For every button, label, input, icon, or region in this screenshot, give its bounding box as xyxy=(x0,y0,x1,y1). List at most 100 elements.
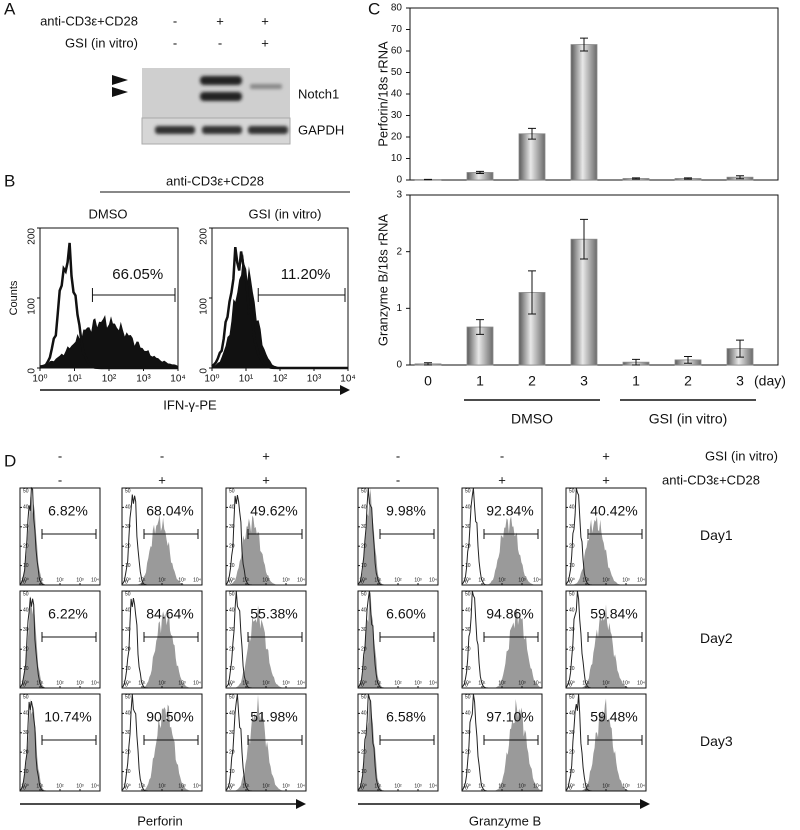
gate xyxy=(41,735,97,745)
y-tick-label: 30 xyxy=(465,524,471,530)
x-tick-label: 10⁴ xyxy=(637,577,645,583)
day-label: Day2 xyxy=(700,630,733,646)
y-tick-label: 30 xyxy=(569,524,575,530)
x-tick-label: 10¹ xyxy=(242,577,250,583)
x-tick-label: 10⁴ xyxy=(637,783,645,789)
error-bar xyxy=(424,362,432,366)
x-tick-label: 10¹ xyxy=(67,374,82,385)
y-tick-label: 60 xyxy=(391,46,403,57)
x-tick-label: 10² xyxy=(394,577,402,583)
x-tick-label: 10² xyxy=(394,783,402,789)
y-tick-label: 30 xyxy=(125,627,131,633)
percent: 84.64% xyxy=(146,606,193,622)
gate xyxy=(91,288,176,302)
gate xyxy=(379,735,435,745)
x-tick-label: 10³ xyxy=(178,680,186,686)
y-tick-label: 30 xyxy=(361,627,367,633)
day-label: Day3 xyxy=(700,733,733,749)
y-tick-label: 0 xyxy=(229,785,232,791)
sub-title: DMSO xyxy=(89,206,128,221)
y-tick-label: 1 xyxy=(396,303,402,314)
x-tick-label: 10³ xyxy=(414,680,422,686)
x-tick-label: 10⁰ xyxy=(359,577,367,583)
error-bar xyxy=(684,356,692,364)
x-tick-label: 10⁰ xyxy=(32,374,47,385)
y-tick-label: 0 xyxy=(23,579,26,585)
y-tick-label: 20 xyxy=(361,544,367,550)
y-tick-label: 0 xyxy=(465,579,468,585)
percent: 51.98% xyxy=(250,709,297,725)
y-tick-label: 0 xyxy=(125,682,128,688)
x-tick-label: 10⁴ xyxy=(297,577,305,583)
header: anti-CD3ε+CD28 xyxy=(166,173,264,188)
histogram xyxy=(122,704,202,791)
x-tick-label: 10¹ xyxy=(582,783,590,789)
x-tick-label: 10¹ xyxy=(138,783,146,789)
panel-label: A xyxy=(4,0,16,18)
y-tick-label: 20 xyxy=(125,647,131,653)
arrowhead xyxy=(296,799,306,809)
error-bar xyxy=(684,177,692,180)
error-bar xyxy=(528,127,536,140)
y-tick-label: 20 xyxy=(361,750,367,756)
percent: 6.58% xyxy=(386,709,426,725)
percent: 49.62% xyxy=(250,503,297,519)
y-tick-label: 200 xyxy=(199,228,210,245)
arrowhead xyxy=(112,87,128,97)
y-tick-label: 50 xyxy=(125,488,131,494)
y-tick-label: 30 xyxy=(569,627,575,633)
row-label: anti-CD3ε+CD28 xyxy=(40,13,138,28)
y-tick-label: 40 xyxy=(23,711,29,717)
x-tick-label: 10² xyxy=(498,783,506,789)
error-bar xyxy=(476,319,484,335)
y-tick-label: 50 xyxy=(465,591,471,597)
y-tick-label: 0 xyxy=(229,682,232,688)
x-tick-label: 10¹ xyxy=(138,680,146,686)
sub-title: GSI (in vitro) xyxy=(249,206,322,221)
x-tick-label: 10¹ xyxy=(36,577,44,583)
y-tick-label: 0 xyxy=(199,368,210,374)
error-bar xyxy=(632,177,640,180)
y-tick-label: 40 xyxy=(361,711,367,717)
x-tick-label: 10³ xyxy=(414,577,422,583)
x-tick-label: 10³ xyxy=(178,577,186,583)
gate xyxy=(379,632,435,642)
panel-label: C xyxy=(368,0,380,18)
x-tick-label: 10⁴ xyxy=(340,374,355,385)
histogram xyxy=(462,607,542,688)
y-tick-label: 10 xyxy=(23,769,29,775)
histogram xyxy=(122,514,202,585)
x-tick-label: 3 xyxy=(580,373,588,389)
y-tick-label: 50 xyxy=(125,694,131,700)
x-tick-label: 10³ xyxy=(76,577,84,583)
y-tick-label: 0 xyxy=(125,785,128,791)
y-tick-label: 40 xyxy=(229,711,235,717)
sign: - xyxy=(173,35,177,50)
y-tick-label: 30 xyxy=(569,730,575,736)
x-tick-label: 10⁰ xyxy=(359,680,367,686)
histogram xyxy=(20,492,100,585)
sign: + xyxy=(158,472,166,487)
x-tick-label: 10¹ xyxy=(478,577,486,583)
y-tick-label: 10 xyxy=(465,666,471,672)
gate xyxy=(483,529,539,539)
y-tick-label: 20 xyxy=(23,750,29,756)
x-tick-label: 10¹ xyxy=(582,680,590,686)
x-unit: (day) xyxy=(754,373,786,389)
x-tick-label: 10⁰ xyxy=(123,577,131,583)
y-tick-label: 10 xyxy=(23,666,29,672)
y-tick-label: 50 xyxy=(229,488,235,494)
y-tick-label: 30 xyxy=(125,524,131,530)
x-tick-label: 10⁴ xyxy=(297,680,305,686)
y-tick-label: 0 xyxy=(569,785,572,791)
y-tick-label: 0 xyxy=(27,368,38,374)
percent: 94.86% xyxy=(486,606,533,622)
y-tick-label: 10 xyxy=(125,666,131,672)
y-tick-label: 40 xyxy=(465,711,471,717)
x-label: Perforin xyxy=(137,813,183,828)
x-tick-label: 10³ xyxy=(622,577,630,583)
gate xyxy=(587,735,643,745)
error-bar xyxy=(580,218,588,260)
error-bar xyxy=(528,270,536,315)
sign: - xyxy=(218,35,222,50)
